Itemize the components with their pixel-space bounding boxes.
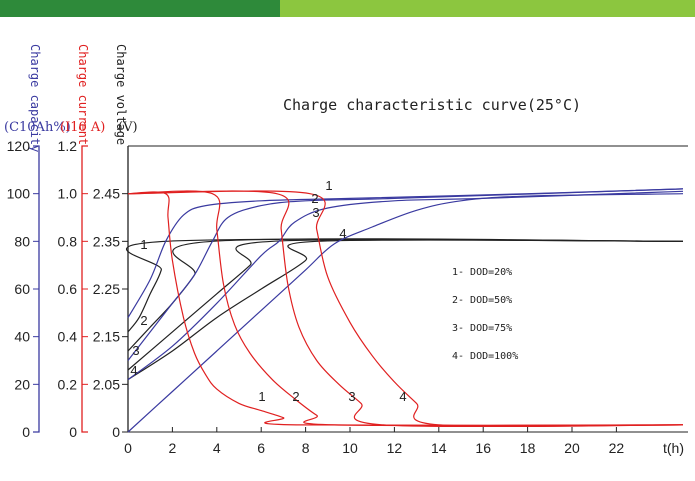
voltage-curve-label: 2 [140,313,147,328]
current-tick-label: 1.0 [58,186,78,202]
legend-entry: 2- DOD=50% [452,295,512,306]
legend-entry: 1- DOD=20% [452,267,512,278]
capacity-tick-label: 60 [14,281,30,297]
voltage-axis-unit: (V) [118,120,138,135]
capacity-curve-label: 2 [311,191,318,206]
voltage-tick-label: 2.45 [93,186,120,202]
voltage-curve-label: 3 [132,343,139,358]
capacity-curve-label: 1 [325,178,332,193]
current-curve-label: 4 [399,389,406,404]
voltage-curve-label: 1 [140,237,147,252]
capacity-curve-label: 4 [339,226,346,241]
voltage-ticks: 0 2.05 2.15 2.25 2.35 2.45 [93,186,128,440]
x-tick-label: 20 [564,440,580,456]
capacity-tick-label: 40 [14,329,30,345]
x-tick-label: 12 [387,440,403,456]
x-tick-label: 4 [213,440,221,456]
capacity-tick-label: 0 [22,424,30,440]
capacity-curve-3 [127,190,684,381]
voltage-curve-3 [127,238,684,371]
chart-title: Charge characteristic curve(25°C) [283,96,581,114]
legend-entry: 4- DOD=100% [452,351,518,362]
x-tick-label: 10 [342,440,358,456]
current-tick-label: 0 [69,424,77,440]
capacity-curve-2 [127,188,684,361]
current-axis-label: Charge current [76,44,90,145]
current-curve-label: 2 [292,389,299,404]
voltage-curve-label: 4 [130,363,137,378]
voltage-curve-1 [125,238,684,333]
header-band-dark [0,0,280,17]
capacity-tick-label: 20 [14,376,30,392]
voltage-tick-label: 0 [112,424,120,440]
voltage-curve-4 [127,239,684,381]
legend-entry: 3- DOD=75% [452,323,512,334]
x-axis-label: t(h) [663,440,684,456]
x-tick-label: 8 [302,440,310,456]
capacity-axis-unit: (C10Ah%) [4,120,71,135]
capacity-tick-label: 80 [14,233,30,249]
current-curve-3 [127,190,684,428]
current-tick-label: 0.2 [58,376,78,392]
current-tick-label: 0.4 [58,329,78,345]
current-curve-1 [127,191,684,426]
capacity-axis-label: Charge capacity [28,44,42,152]
curve-group [125,188,684,433]
x-tick-label: 14 [431,440,447,456]
x-tick-label: 0 [124,440,132,456]
x-tick-label: 2 [169,440,177,456]
voltage-tick-label: 2.15 [93,329,120,345]
current-curve-label: 1 [258,389,265,404]
current-tick-label: 0.8 [58,233,78,249]
current-tick-label: 0.6 [58,281,78,297]
current-curve-label: 3 [348,389,355,404]
current-curve-2 [127,190,684,427]
capacity-tick-label: 100 [7,186,31,202]
current-curve-4 [127,190,684,428]
x-tick-label: 22 [609,440,625,456]
legend: 1- DOD=20% 2- DOD=50% 3- DOD=75% 4- DOD=100… [452,267,518,362]
capacity-curve-label: 3 [312,205,319,220]
voltage-tick-label: 2.05 [93,376,120,392]
voltage-tick-label: 2.25 [93,281,120,297]
current-axis-unit: (I10 A) [60,120,105,135]
voltage-curve-2 [127,238,684,352]
capacity-curve-4 [127,193,684,433]
x-tick-label: 18 [520,440,536,456]
x-ticks: 0 2 4 6 8 10 12 14 16 18 20 22 [124,427,624,456]
capacity-tick-label: 120 [7,138,31,154]
voltage-axis-label: Charge voltage [114,44,128,145]
x-tick-label: 6 [257,440,265,456]
current-ticks: 0 0.2 0.4 0.6 0.8 1.0 1.2 [58,138,88,440]
x-tick-label: 16 [475,440,491,456]
capacity-ticks: 0 20 40 60 80 100 120 [7,138,39,440]
current-tick-label: 1.2 [58,138,78,154]
voltage-tick-label: 2.35 [93,233,120,249]
